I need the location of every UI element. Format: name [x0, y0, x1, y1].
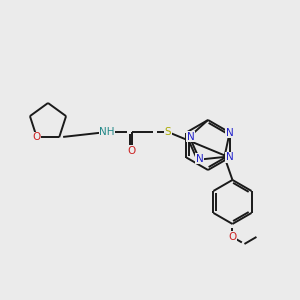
Text: N: N [196, 154, 203, 164]
Text: O: O [128, 146, 136, 156]
Text: N: N [187, 132, 194, 142]
Text: O: O [33, 132, 41, 142]
Text: N: N [226, 128, 233, 137]
Text: N: N [226, 152, 233, 163]
Text: NH: NH [99, 127, 115, 137]
Text: O: O [228, 232, 237, 242]
Text: S: S [165, 127, 171, 137]
